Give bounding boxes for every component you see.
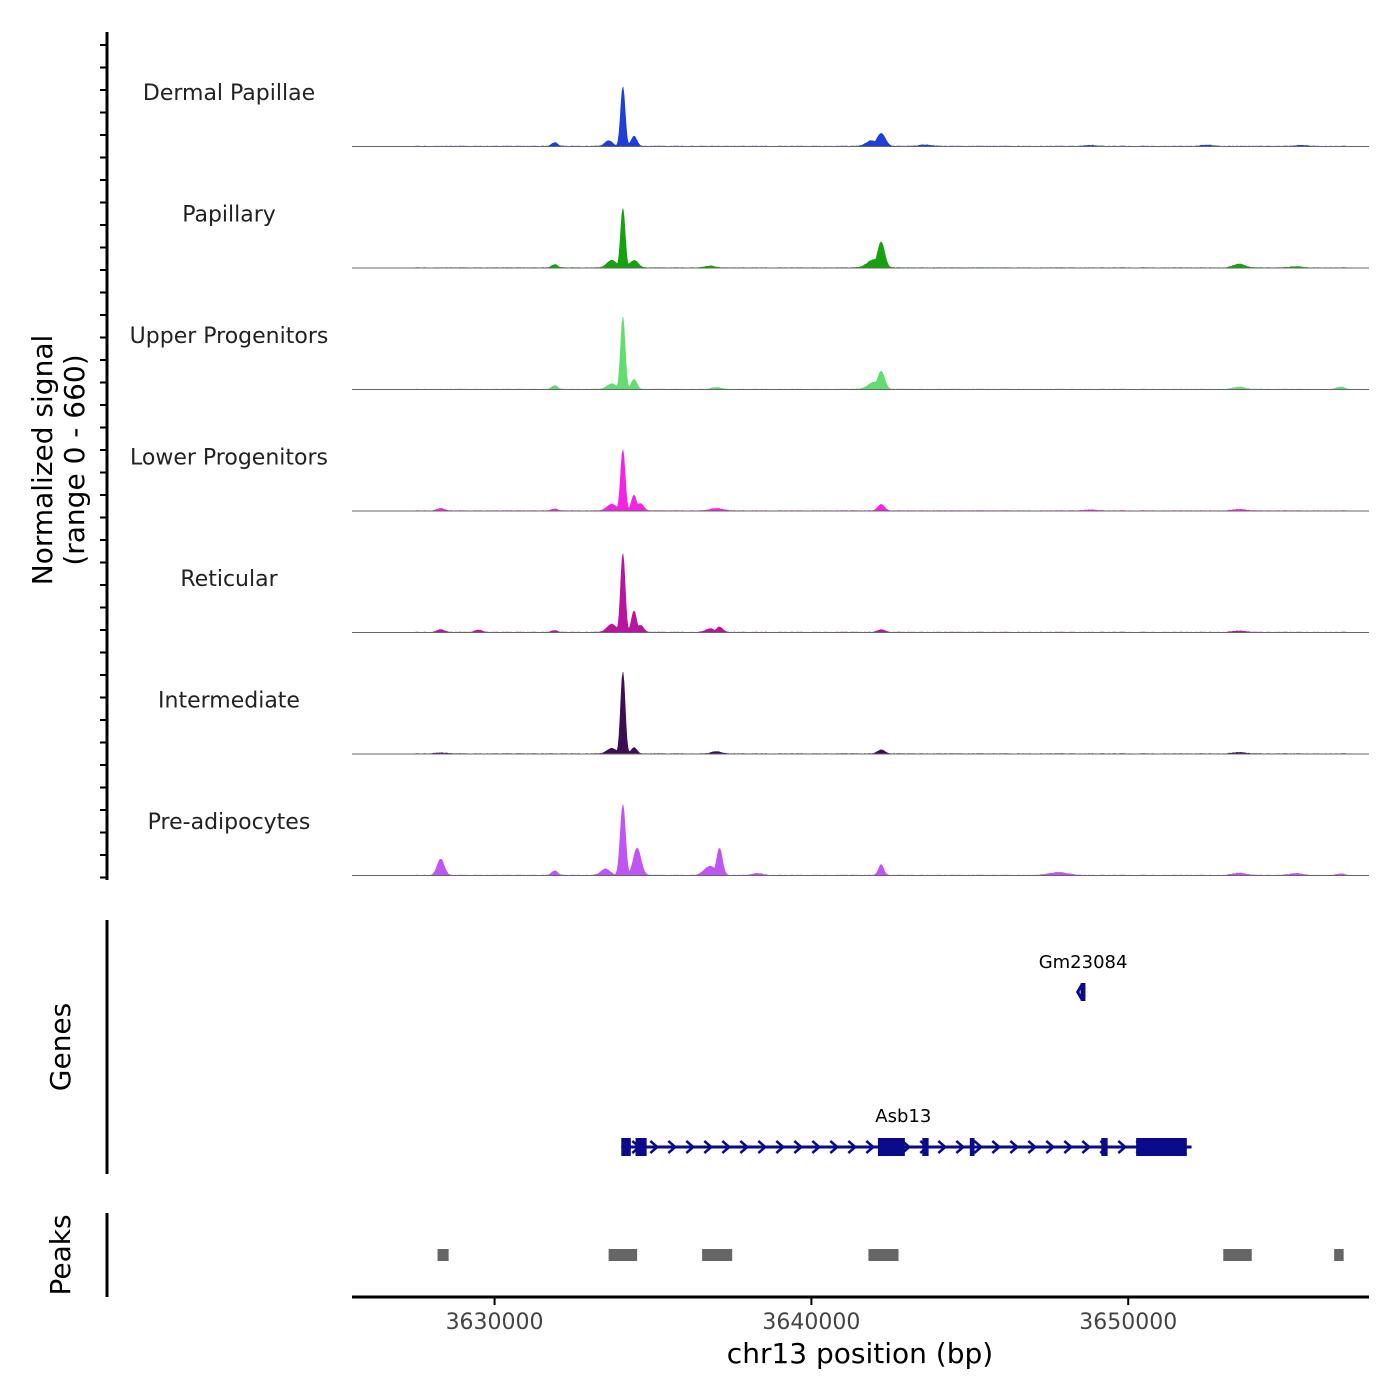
- strand-arrow: [1027, 1140, 1038, 1154]
- strand-arrow: [757, 1140, 768, 1154]
- strand-arrow: [667, 1140, 678, 1154]
- strand-arrow: [1117, 1140, 1128, 1154]
- gene-models: Gm23084 Asb13: [621, 952, 1192, 1156]
- genes-panel: Genes Gm23084 Asb13: [44, 920, 1192, 1174]
- x-tick-label: 3640000: [762, 1310, 860, 1335]
- track-label: Lower Progenitors: [130, 446, 328, 471]
- strand-arrow: [1075, 984, 1083, 1000]
- strand-arrow: [937, 1140, 948, 1154]
- strand-arrow: [1045, 1140, 1056, 1154]
- strand-arrow: [775, 1140, 786, 1154]
- track-label: Dermal Papillae: [143, 81, 315, 106]
- x-axis-label: chr13 position (bp): [727, 1337, 993, 1370]
- strand-arrow: [829, 1140, 840, 1154]
- peaks-panel: Peaks: [44, 1213, 1344, 1297]
- track-signal-area: [414, 208, 1351, 269]
- strand-arrow: [793, 1140, 804, 1154]
- gene-gm23084: Gm23084: [1039, 952, 1128, 1001]
- track-upper-progenitors: Upper Progenitors: [130, 317, 1369, 390]
- track-label: Pre-adipocytes: [148, 810, 311, 835]
- strand-arrow: [685, 1140, 696, 1154]
- track-signal-area: [414, 671, 1351, 755]
- peak-regions: [437, 1249, 1344, 1261]
- signal-tracks: Dermal Papillae Papillary Upper Progenitor…: [130, 81, 1369, 876]
- genes-axis-label: Genes: [44, 1003, 77, 1091]
- peak-region: [437, 1249, 449, 1261]
- signal-axis-label: Normalized signal: [26, 335, 59, 586]
- track-lower-progenitors: Lower Progenitors: [130, 446, 1369, 512]
- peak-region: [868, 1249, 899, 1261]
- strand-arrow: [865, 1140, 876, 1154]
- peak-region: [1334, 1249, 1344, 1261]
- x-tick-label: 3630000: [446, 1310, 544, 1335]
- track-label: Upper Progenitors: [130, 324, 329, 349]
- track-pre-adipocytes: Pre-adipocytes: [148, 804, 1369, 876]
- track-label: Papillary: [182, 203, 276, 228]
- strand-arrow: [649, 1140, 660, 1154]
- signal-axis-range-label: (range 0 - 660): [58, 354, 91, 565]
- strand-arrow: [991, 1140, 1002, 1154]
- gene-exon: [969, 1138, 975, 1156]
- peak-region: [608, 1249, 638, 1261]
- track-signal-area: [414, 317, 1351, 390]
- track-signal-area: [414, 86, 1351, 147]
- gene-label: Asb13: [875, 1106, 931, 1127]
- peak-region: [1223, 1249, 1252, 1261]
- x-axis: 3630000 3640000 3650000 chr13 position (bp…: [352, 1295, 1369, 1370]
- gene-exon: [621, 1138, 631, 1156]
- strand-arrow: [811, 1140, 822, 1154]
- gene-exon: [635, 1138, 647, 1156]
- track-signal-area: [414, 553, 1351, 633]
- track-intermediate: Intermediate: [158, 671, 1369, 755]
- gene-exon: [877, 1138, 905, 1156]
- gene-asb13: Asb13: [621, 1106, 1192, 1156]
- track-reticular: Reticular: [180, 553, 1369, 633]
- signal-y-ticks: [100, 44, 107, 879]
- strand-arrow: [1009, 1140, 1020, 1154]
- gene-exon: [1101, 1138, 1108, 1156]
- strand-arrow: [973, 1140, 984, 1154]
- peak-region: [702, 1249, 733, 1261]
- strand-arrow: [955, 1140, 966, 1154]
- strand-arrow: [703, 1140, 714, 1154]
- track-dermal-papillae: Dermal Papillae: [143, 81, 1369, 147]
- gene-exon: [922, 1138, 929, 1156]
- x-ticks: 3630000 3640000 3650000: [446, 1297, 1177, 1335]
- strand-arrow: [1081, 1140, 1092, 1154]
- track-signal-area: [414, 804, 1351, 876]
- signal-panel: Normalized signal (range 0 - 660) Dermal…: [26, 32, 1369, 880]
- strand-arrow: [739, 1140, 750, 1154]
- track-papillary: Papillary: [182, 203, 1369, 269]
- track-signal-area: [414, 449, 1351, 512]
- strand-arrow: [847, 1140, 858, 1154]
- x-tick-label: 3650000: [1079, 1310, 1177, 1335]
- track-label: Intermediate: [158, 689, 300, 714]
- gene-exon: [1136, 1138, 1187, 1156]
- strand-arrow: [721, 1140, 732, 1154]
- strand-arrow: [1063, 1140, 1074, 1154]
- peaks-axis-label: Peaks: [44, 1214, 77, 1295]
- gene-exon: [1080, 983, 1086, 1001]
- track-label: Reticular: [180, 567, 278, 592]
- gene-label: Gm23084: [1039, 952, 1128, 973]
